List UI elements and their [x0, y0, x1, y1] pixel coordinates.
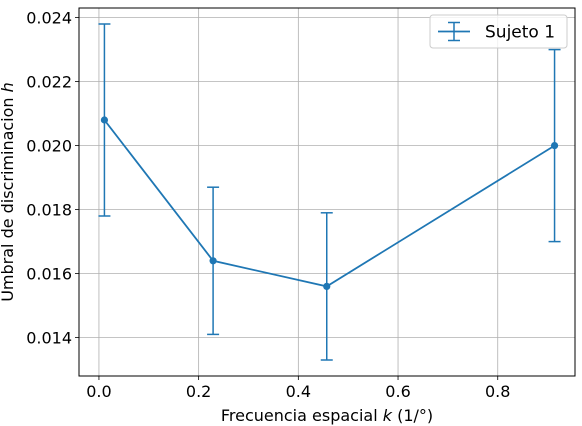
x-axis-label-var: k: [383, 406, 393, 425]
legend: Sujeto 1: [429, 14, 568, 49]
ticks: 0.0 0.2 0.4 0.6 0.8 0.014 0.016 0.018 0.020 0.022…: [26, 9, 510, 401]
data-point: [550, 142, 559, 150]
x-axis-label: Frecuencia espacial k (1/°): [221, 406, 433, 425]
y-tick-label: 0.020: [26, 137, 72, 156]
y-tick-label: 0.022: [26, 73, 72, 92]
y-axis-label: Umbral de discriminacion h: [0, 82, 17, 302]
y-axis-label-prefix: Umbral de discriminacion: [0, 92, 17, 301]
legend-label: Sujeto 1: [485, 23, 555, 43]
data-point: [209, 257, 217, 265]
plot-frame: [78, 7, 576, 377]
x-axis-label-suffix: (1/°): [392, 406, 433, 425]
y-axis-label-var: h: [0, 82, 17, 92]
y-tick-label: 0.014: [26, 329, 72, 348]
y-tick-label: 0.024: [26, 9, 72, 28]
data-point: [100, 116, 109, 124]
x-tick-label: 0.4: [286, 382, 311, 401]
series-layer: [98, 23, 561, 361]
legend-marker: [438, 21, 470, 42]
x-tick-label: 0.8: [485, 382, 510, 401]
x-tick-label: 0.6: [385, 382, 410, 401]
series-line: [103, 119, 556, 288]
x-tick-label: 0.0: [86, 382, 111, 401]
legend-box: [429, 14, 568, 49]
data-point: [323, 282, 331, 290]
y-tick-label: 0.016: [26, 265, 72, 284]
x-tick-label: 0.2: [186, 382, 211, 401]
x-axis-label-prefix: Frecuencia espacial: [221, 406, 383, 425]
y-tick-label: 0.018: [26, 201, 72, 220]
